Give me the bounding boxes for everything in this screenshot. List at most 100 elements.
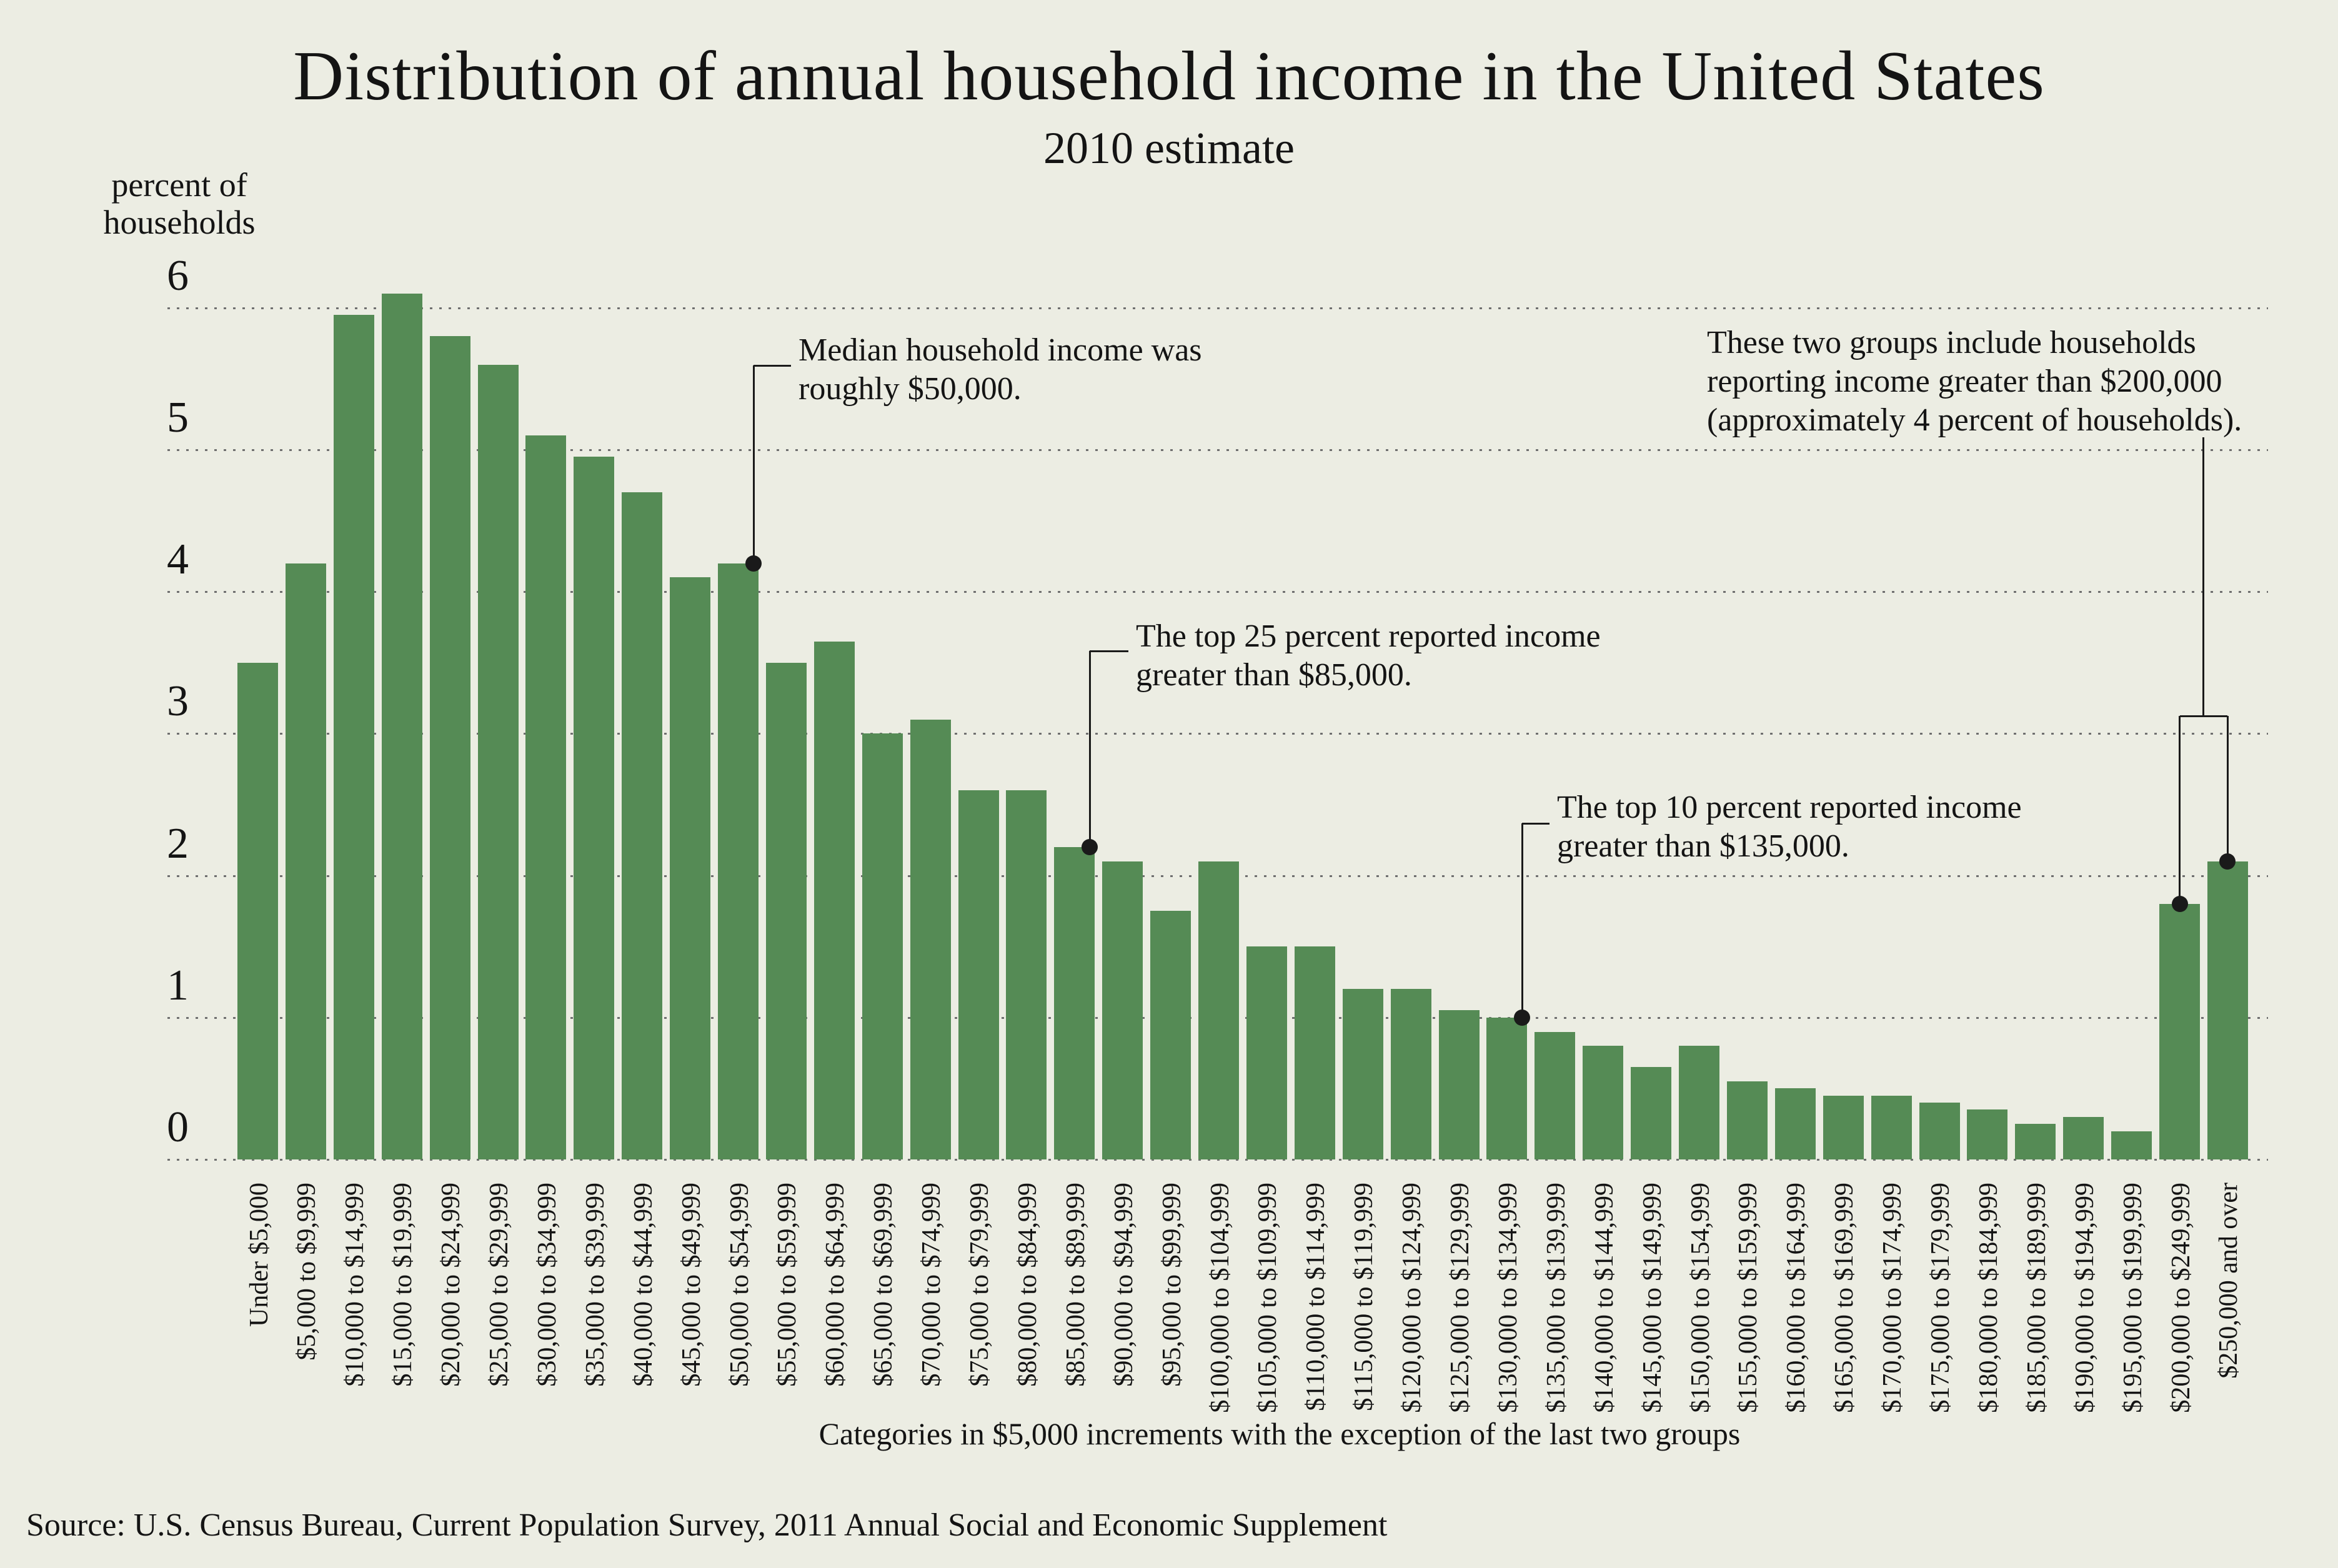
bar-$140,000 to $144,999 [1583,1046,1624,1159]
bar-$65,000 to $69,999 [862,733,903,1159]
bar-$40,000 to $44,999 [622,492,663,1159]
x-label-$125,000 to $129,999: $125,000 to $129,999 [1446,1183,1475,1413]
y-tick-6: 6 [167,251,189,300]
y-tick-4: 4 [167,535,189,584]
x-label-$195,000 to $199,999: $195,000 to $199,999 [2118,1183,2147,1413]
x-label-$85,000 to $89,999: $85,000 to $89,999 [1061,1183,1090,1387]
x-label-$80,000 to $84,999: $80,000 to $84,999 [1013,1183,1042,1387]
annotation-text-median: Median household income was roughly $50,0… [798,331,1202,409]
y-tick-5: 5 [167,394,189,442]
bar-$190,000 to $194,999 [2063,1116,2104,1159]
x-label-$105,000 to $109,999: $105,000 to $109,999 [1253,1183,1283,1413]
bar-$25,000 to $29,999 [477,364,519,1159]
bar-$75,000 to $79,999 [958,790,999,1159]
x-label-$70,000 to $74,999: $70,000 to $74,999 [917,1183,947,1387]
annotation-elbow-h-median [754,364,791,367]
x-label-$20,000 to $24,999: $20,000 to $24,999 [437,1183,466,1387]
chart-subtitle: 2010 estimate [1043,123,1295,173]
annotation-text-top25: The top 25 percent reported income greate… [1136,617,1601,695]
x-label-$110,000 to $114,999: $110,000 to $114,999 [1301,1183,1331,1411]
annotation-elbow-h-top10 [1522,822,1550,825]
x-label-$175,000 to $179,999: $175,000 to $179,999 [1926,1183,1955,1413]
chart-title: Distribution of annual household income … [293,37,2045,115]
annotation-dot-top25 [1082,839,1098,856]
bar-$170,000 to $174,999 [1871,1095,1912,1159]
bar-Under $5,000 [237,662,278,1159]
gridline-6 [167,307,2268,309]
bar-$125,000 to $129,999 [1438,1010,1480,1159]
x-label-$75,000 to $79,999: $75,000 to $79,999 [965,1183,994,1387]
annotation-bracket-right-over200k [2226,716,2229,861]
x-label-$25,000 to $29,999: $25,000 to $29,999 [485,1183,514,1387]
x-label-$35,000 to $39,999: $35,000 to $39,999 [580,1183,610,1387]
bar-$100,000 to $104,999 [1198,861,1239,1159]
x-axis-caption: Categories in $5,000 increments with the… [818,1416,1741,1451]
bar-$30,000 to $34,999 [525,435,567,1159]
y-axis-label-line2: households [103,204,256,241]
x-label-$150,000 to $154,999: $150,000 to $154,999 [1686,1183,1715,1413]
x-label-$180,000 to $184,999: $180,000 to $184,999 [1974,1183,2003,1413]
annotation-line-text: roughly $50,000. [798,371,1022,407]
annotation-dot-$250,000 and over [2219,853,2236,870]
annotation-line-text: Median household income was [798,332,1202,368]
y-axis-label-line1: percent of [111,166,247,204]
bar-$160,000 to $164,999 [1774,1088,1816,1159]
bar-$105,000 to $109,999 [1246,946,1287,1159]
x-label-$115,000 to $119,999: $115,000 to $119,999 [1350,1183,1379,1411]
gridline-5 [167,449,2268,451]
bar-$135,000 to $139,999 [1535,1031,1576,1159]
bar-$145,000 to $149,999 [1631,1067,1672,1159]
bar-$165,000 to $169,999 [1823,1095,1864,1159]
annotation-connector-over200k [2202,437,2205,716]
annotation-dot-median [745,555,762,572]
y-tick-2: 2 [167,819,189,868]
bar-$175,000 to $179,999 [1919,1103,1960,1159]
x-label-$170,000 to $174,999: $170,000 to $174,999 [1878,1183,1908,1413]
gridline-4 [167,591,2268,593]
annotation-text-top10: The top 10 percent reported income greate… [1557,788,2022,866]
x-label-$65,000 to $69,999: $65,000 to $69,999 [869,1183,898,1387]
bar-$120,000 to $124,999 [1390,989,1431,1159]
x-label-$95,000 to $99,999: $95,000 to $99,999 [1157,1183,1186,1387]
bar-$70,000 to $74,999 [910,719,951,1159]
x-label-$60,000 to $64,999: $60,000 to $64,999 [821,1183,850,1387]
x-label-$90,000 to $94,999: $90,000 to $94,999 [1109,1183,1138,1387]
x-label-$120,000 to $124,999: $120,000 to $124,999 [1398,1183,1427,1413]
annotation-elbow-v-top10 [1521,823,1523,1018]
source-note: Source: U.S. Census Bureau, Current Popu… [26,1507,1388,1543]
x-label-$155,000 to $159,999: $155,000 to $159,999 [1734,1183,1763,1413]
bar-$200,000 to $249,999 [2159,904,2200,1159]
y-axis-label: percent of households [56,166,302,241]
annotation-bracket-top-over200k [2179,715,2228,717]
annotation-dot-top10 [1514,1009,1531,1026]
x-label-$15,000 to $19,999: $15,000 to $19,999 [389,1183,418,1387]
bar-$85,000 to $89,999 [1054,847,1095,1159]
x-label-$200,000 to $249,999: $200,000 to $249,999 [2166,1183,2196,1413]
bar-$35,000 to $39,999 [574,457,615,1159]
bar-$185,000 to $189,999 [2015,1124,2056,1159]
bar-$90,000 to $94,999 [1102,861,1143,1159]
annotation-bracket-left-over200k [2179,716,2181,905]
bar-$5,000 to $9,999 [285,563,326,1159]
x-label-$40,000 to $44,999: $40,000 to $44,999 [629,1183,658,1387]
bar-$115,000 to $119,999 [1342,989,1383,1159]
gridline-0 [167,1159,2268,1161]
annotation-line-text: reporting income greater than $200,000 [1707,364,2222,399]
annotation-elbow-v-top25 [1088,651,1091,848]
annotation-text-over200k: These two groups include households repor… [1707,324,2242,440]
x-label-$160,000 to $164,999: $160,000 to $164,999 [1782,1183,1811,1413]
annotation-line-text: greater than $135,000. [1557,828,1849,864]
x-label-$5,000 to $9,999: $5,000 to $9,999 [292,1183,322,1361]
bar-$10,000 to $14,999 [333,315,374,1159]
x-label-$165,000 to $169,999: $165,000 to $169,999 [1830,1183,1859,1413]
x-label-$45,000 to $49,999: $45,000 to $49,999 [677,1183,706,1387]
bar-$50,000 to $54,999 [718,563,759,1159]
bar-$155,000 to $159,999 [1726,1081,1768,1159]
bar-$130,000 to $134,999 [1486,1017,1528,1159]
annotation-line-text: (approximately 4 percent of households). [1707,402,2242,438]
bar-$195,000 to $199,999 [2111,1131,2152,1159]
annotation-line-text: The top 25 percent reported income [1136,618,1601,654]
x-label-$10,000 to $14,999: $10,000 to $14,999 [341,1183,370,1387]
x-label-$30,000 to $34,999: $30,000 to $34,999 [532,1183,562,1387]
annotation-line-text: The top 10 percent reported income [1557,790,2022,825]
